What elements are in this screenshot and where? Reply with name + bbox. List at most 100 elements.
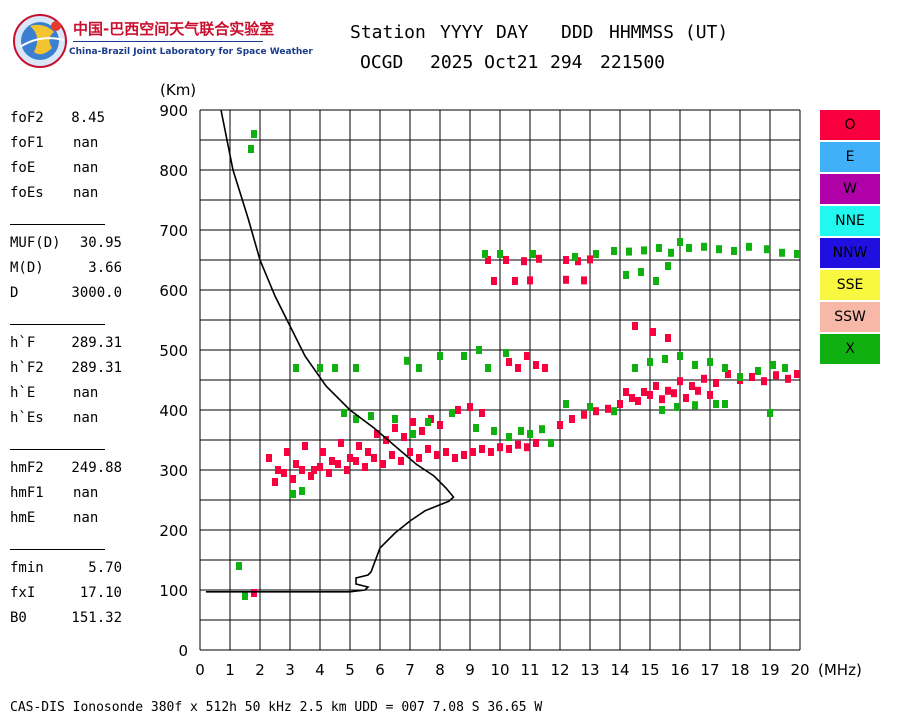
echo-mark-o xyxy=(266,454,272,462)
echo-mark-o xyxy=(635,397,641,405)
x-tick-label: 0 xyxy=(195,661,205,679)
echo-mark-x xyxy=(722,364,728,372)
echo-mark-o xyxy=(683,394,689,402)
echo-mark-o xyxy=(725,370,731,378)
header-doy-value: 294 xyxy=(550,52,583,73)
echo-mark-o xyxy=(665,386,671,395)
param-label: h`Es xyxy=(10,410,44,426)
header-date-value: 2025 Oct21 xyxy=(430,52,539,73)
echo-mark-o xyxy=(362,463,368,471)
param-value: nan xyxy=(73,135,99,151)
echo-mark-o xyxy=(443,448,449,456)
echo-mark-o xyxy=(650,328,656,336)
echo-mark-x xyxy=(716,245,722,254)
echo-mark-x xyxy=(779,248,785,257)
echo-mark-o xyxy=(383,436,389,444)
echo-mark-x xyxy=(332,364,338,372)
y-tick-label: 100 xyxy=(159,582,188,600)
echo-mark-o xyxy=(488,448,494,456)
echo-mark-x xyxy=(767,409,773,417)
echo-mark-x xyxy=(641,246,647,255)
echo-mark-x xyxy=(503,349,509,357)
param-separator xyxy=(10,224,105,225)
echo-mark-o xyxy=(416,454,422,462)
x-tick-label: 6 xyxy=(375,661,385,679)
param-label: fmin xyxy=(10,560,44,576)
echo-mark-o xyxy=(335,460,341,468)
echo-mark-o xyxy=(563,275,569,284)
echo-mark-x xyxy=(437,352,443,360)
echo-mark-o xyxy=(569,415,575,423)
echo-mark-x xyxy=(416,364,422,372)
echo-mark-o xyxy=(293,460,299,468)
plot-grid xyxy=(199,109,801,651)
plot-ticks: 0 1 2 3 4 5 6 7 8 9 10 11 12 13 14 15 16 17 18 19 2001002003… xyxy=(159,102,809,679)
param-value: 30.95 xyxy=(79,235,122,251)
echo-mark-x xyxy=(587,403,593,411)
param-value: nan xyxy=(73,485,99,501)
plot-marks xyxy=(236,130,800,600)
param-value: 151.32 xyxy=(71,610,122,626)
echo-mark-o xyxy=(290,475,296,483)
echo-mark-o xyxy=(623,388,629,396)
electron-density-profile-line xyxy=(206,109,455,593)
param-separator xyxy=(10,549,105,550)
param-value: 3000.0 xyxy=(71,285,122,301)
echo-mark-x xyxy=(755,367,761,375)
y-tick-label: 800 xyxy=(159,162,188,180)
echo-mark-x xyxy=(449,409,455,417)
echo-mark-o xyxy=(632,322,638,330)
echo-mark-o xyxy=(524,352,530,360)
echo-mark-o xyxy=(485,256,491,264)
header-time-value: 221500 xyxy=(600,52,666,73)
echo-mark-o xyxy=(677,377,683,386)
echo-mark-o xyxy=(542,364,548,372)
echo-mark-o xyxy=(503,256,509,264)
echo-mark-o xyxy=(329,457,335,465)
echo-mark-x xyxy=(530,250,536,258)
param-value: 249.88 xyxy=(71,460,122,476)
echo-mark-o xyxy=(689,382,695,390)
echo-mark-x xyxy=(668,248,674,257)
echo-mark-o xyxy=(707,391,713,399)
param-value: 289.31 xyxy=(71,360,122,376)
echo-mark-o xyxy=(533,439,539,447)
echo-mark-o xyxy=(713,379,719,387)
echo-mark-x xyxy=(662,355,668,363)
echo-mark-x xyxy=(707,358,713,366)
echo-mark-x xyxy=(563,400,569,408)
echo-mark-o xyxy=(389,451,395,459)
echo-mark-o xyxy=(581,276,587,285)
echo-mark-x xyxy=(476,346,482,354)
echo-mark-o xyxy=(272,478,278,486)
echo-mark-x xyxy=(647,358,653,366)
legend-item-w: W xyxy=(820,174,880,204)
x-tick-label: 1 xyxy=(225,661,235,679)
echo-mark-o xyxy=(401,433,407,441)
echo-mark-o xyxy=(491,277,497,285)
echo-mark-o xyxy=(437,421,443,429)
echo-mark-o xyxy=(593,407,599,416)
echo-mark-o xyxy=(347,454,353,462)
echo-mark-x xyxy=(731,247,737,255)
echo-mark-x xyxy=(506,433,512,441)
echo-mark-x xyxy=(236,562,242,570)
echo-mark-o xyxy=(536,254,542,263)
footer-info: CAS-DIS Ionosonde 380f x 512h 50 kHz 2.5… xyxy=(10,700,543,715)
echo-mark-x xyxy=(485,364,491,372)
echo-mark-x xyxy=(782,364,788,372)
echo-mark-x xyxy=(611,247,617,255)
echo-mark-o xyxy=(410,418,416,426)
echo-mark-o xyxy=(425,445,431,453)
legend-item-x: X xyxy=(820,334,880,364)
x-tick-label: 19 xyxy=(760,661,779,679)
y-tick-label: 0 xyxy=(178,642,188,660)
echo-mark-o xyxy=(434,451,440,459)
legend-item-e: E xyxy=(820,142,880,172)
echo-mark-x xyxy=(317,364,323,372)
header-col-ddd: DDD xyxy=(561,22,594,43)
param-label: M(D) xyxy=(10,260,44,276)
echo-mark-x xyxy=(677,352,683,360)
echo-mark-x xyxy=(794,250,800,258)
